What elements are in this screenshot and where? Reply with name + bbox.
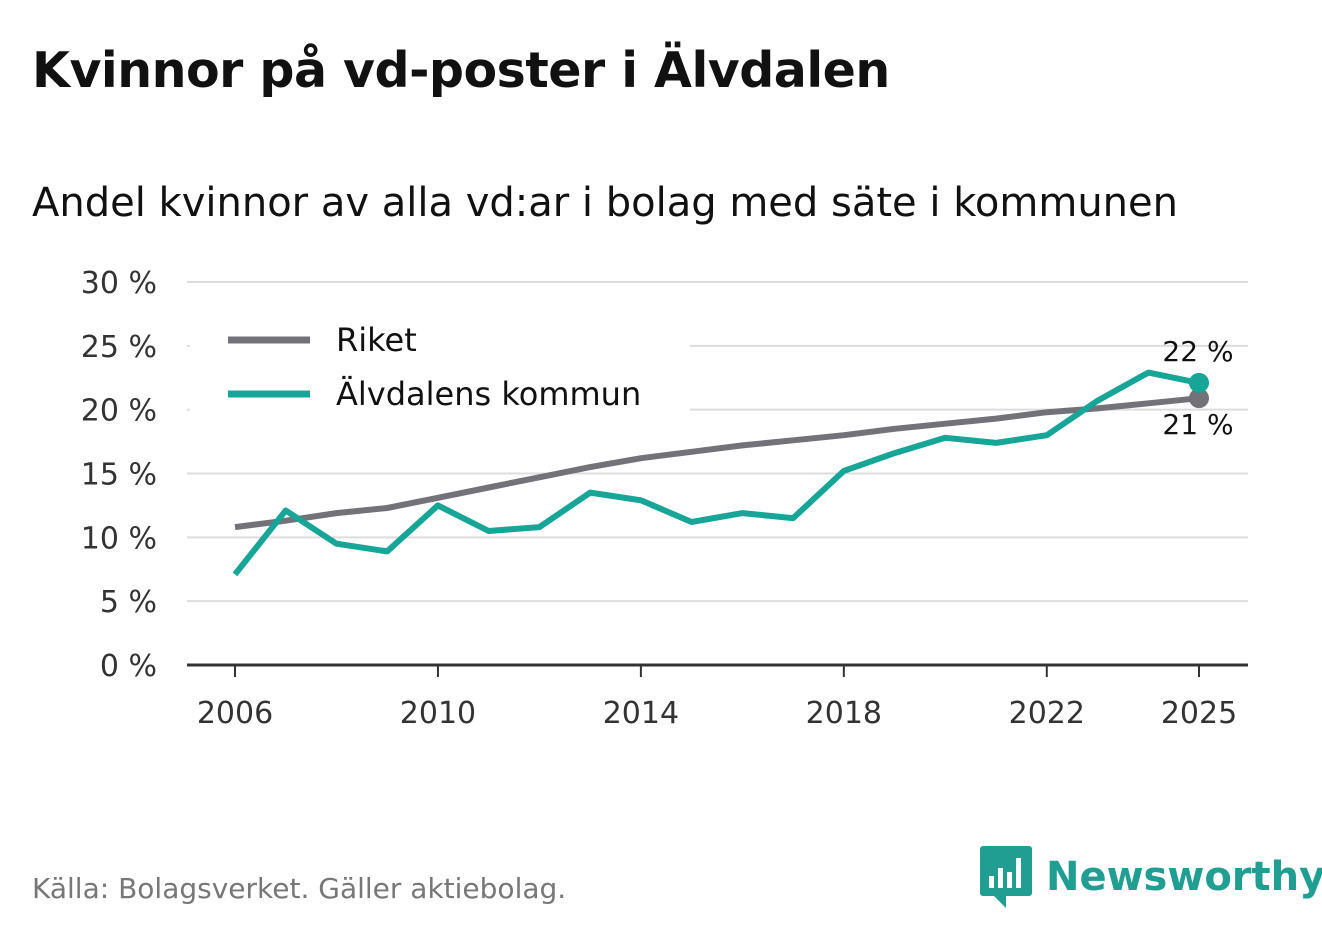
- legend-label-kommun: Älvdalens kommun: [336, 375, 641, 413]
- end-label-kommun: 22 %: [1162, 335, 1233, 368]
- x-tick-label: 2025: [1161, 696, 1237, 731]
- x-tick-label: 2010: [400, 696, 476, 731]
- end-marker-riket: [1189, 388, 1209, 409]
- legend-background: [190, 312, 690, 422]
- x-tick-label: 2018: [806, 696, 882, 731]
- legend-label-riket: Riket: [336, 321, 417, 359]
- series-line-kommun: [232, 369, 1200, 577]
- y-tick-label: 10 %: [81, 521, 157, 556]
- y-tick-label: 0 %: [100, 649, 157, 684]
- chart-subtitle: Andel kvinnor av alla vd:ar i bolag med …: [32, 180, 1178, 226]
- y-tick-label: 5 %: [100, 585, 157, 620]
- legend: Riket Älvdalens kommun: [190, 312, 690, 422]
- series-line-riket: [234, 395, 1200, 531]
- y-axis-ticks: 0 % 5 % 10 % 15 % 20 % 25 % 30 %: [81, 266, 157, 684]
- y-tick-label: 25 %: [81, 330, 157, 365]
- y-tick-label: 20 %: [81, 394, 157, 429]
- end-marker-kommun: [1189, 372, 1209, 393]
- source-note: Källa: Bolagsverket. Gäller aktiebolag.: [32, 872, 567, 905]
- x-tick-label: 2022: [1009, 696, 1085, 731]
- y-tick-label: 30 %: [81, 266, 157, 301]
- chart-title: Kvinnor på vd-poster i Älvdalen: [32, 42, 890, 99]
- series-lines: [232, 369, 1200, 577]
- newsworthy-bars-icon: [980, 846, 1032, 908]
- x-tick-label: 2014: [603, 696, 679, 731]
- line-chart: 0 %5 %10 %15 %20 %25 %30 % 2006 2010 2014 2…: [81, 266, 1248, 731]
- end-label-riket: 21 %: [1162, 408, 1233, 441]
- y-tick-label: 15 %: [81, 458, 157, 493]
- x-tick-label: 2006: [197, 696, 273, 731]
- brand-logo: Newsworthy: [980, 846, 1322, 908]
- x-axis-ticks: 2006 2010 2014 2018 2022 2025: [187, 663, 1248, 731]
- brand-name: Newsworthy: [1046, 854, 1322, 900]
- end-markers: [1189, 372, 1209, 409]
